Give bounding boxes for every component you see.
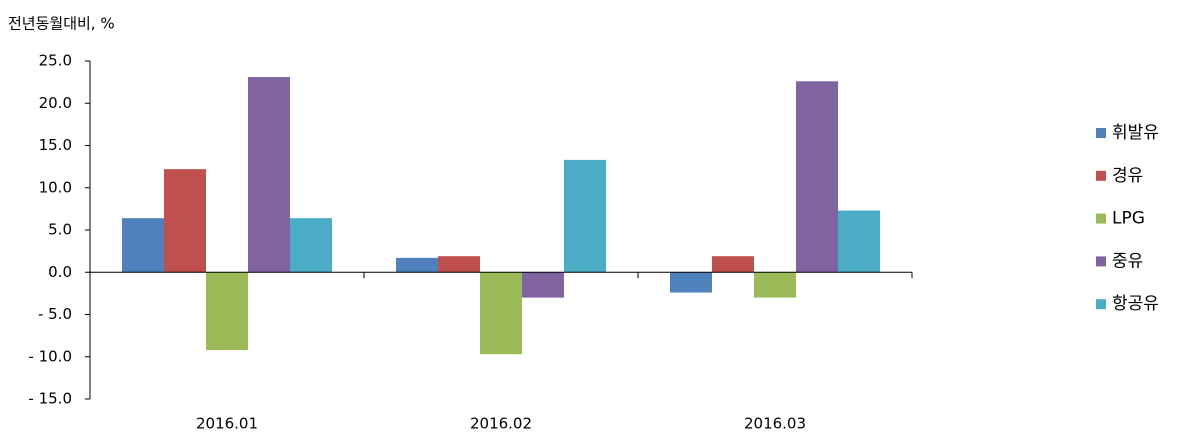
y-tick-label: 20.0: [39, 94, 72, 112]
bar: [290, 218, 332, 273]
bar: [670, 272, 712, 293]
y-tick-label: - 5.0: [38, 305, 72, 323]
bar: [838, 210, 880, 273]
bar: [206, 272, 248, 350]
legend-label: 경유: [1112, 166, 1143, 186]
y-tick-label: 10.0: [39, 178, 72, 196]
legend-swatch: [1096, 128, 1106, 138]
y-tick-label: 5.0: [48, 221, 72, 239]
bar: [754, 272, 796, 298]
bar: [248, 77, 290, 273]
bar: [438, 256, 480, 273]
y-tick-label: 25.0: [39, 52, 72, 70]
y-tick-label: - 15.0: [28, 390, 72, 408]
legend-swatch: [1096, 213, 1106, 224]
legend-label: 휘발유: [1112, 123, 1159, 143]
legend-swatch: [1096, 170, 1106, 181]
legend-label: 항공유: [1112, 294, 1159, 314]
y-axis-label: 전년동월대비, %: [8, 15, 115, 33]
bar: [122, 218, 164, 273]
legend-swatch: [1096, 256, 1106, 267]
bar: [712, 256, 754, 273]
y-tick-label: 15.0: [39, 136, 72, 154]
bar: [564, 159, 606, 273]
x-tick-label: 2016.02: [470, 415, 532, 433]
y-tick-label: - 10.0: [28, 347, 72, 365]
legend-swatch: [1096, 299, 1106, 310]
bar: [796, 81, 838, 273]
x-tick-label: 2016.01: [196, 415, 258, 433]
bar: [522, 272, 564, 298]
legend-label: 중유: [1112, 251, 1143, 271]
bar: [480, 272, 522, 355]
legend-label: LPG: [1112, 209, 1145, 229]
y-tick-label: 0.0: [48, 263, 72, 281]
bar: [164, 169, 206, 273]
bar: [396, 257, 438, 273]
x-tick-label: 2016.03: [744, 415, 806, 433]
